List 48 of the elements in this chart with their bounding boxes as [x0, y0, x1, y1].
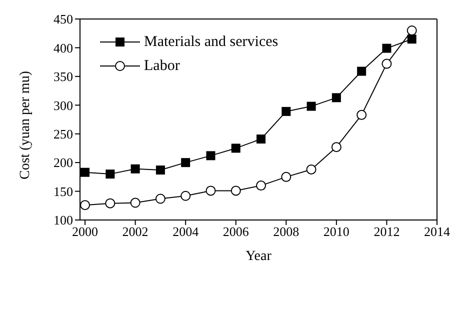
point: [331, 142, 342, 152]
y-axis-title: Cost (yuan per mu): [18, 70, 33, 180]
point: [406, 25, 417, 36]
point: [80, 200, 90, 210]
point: [156, 166, 165, 175]
y-tick-label: 200: [54, 155, 73, 170]
point: [206, 151, 216, 160]
point: [281, 172, 292, 182]
point: [230, 186, 241, 196]
x-tick-label: 2008: [273, 224, 300, 240]
x-tick-label: 2012: [374, 224, 400, 240]
point: [181, 158, 190, 168]
point: [231, 144, 240, 153]
point: [206, 186, 216, 196]
point: [382, 44, 392, 53]
point: [256, 180, 266, 191]
point: [130, 198, 140, 208]
y-tick-label: 450: [54, 12, 73, 27]
x-tick-label: 2000: [72, 224, 98, 240]
point: [105, 198, 116, 208]
point: [382, 58, 392, 69]
point: [180, 190, 191, 201]
x-tick-label: 2010: [323, 224, 350, 240]
y-tick-label: 150: [54, 184, 73, 199]
point: [106, 170, 115, 179]
y-tick-label: 400: [54, 40, 73, 56]
legend-label: Materials and services: [144, 34, 278, 50]
point: [357, 66, 366, 76]
x-tick-label: 2002: [122, 224, 148, 240]
y-tick-label: 350: [54, 69, 73, 84]
point: [306, 164, 316, 174]
point: [407, 34, 416, 44]
legend-label: Labor: [144, 58, 180, 74]
point: [155, 194, 166, 204]
y-tick-label: 100: [54, 212, 73, 228]
y-tick-label: 300: [54, 98, 73, 113]
point: [130, 164, 140, 174]
point: [306, 102, 316, 111]
point: [256, 134, 266, 144]
x-tick-label: 2014: [424, 224, 450, 240]
point: [282, 106, 291, 116]
x-tick-label: 2004: [172, 224, 200, 240]
point: [356, 110, 367, 120]
x-axis-title: Year: [246, 249, 272, 264]
point: [80, 168, 90, 177]
y-tick-label: 250: [54, 126, 73, 142]
point: [332, 93, 341, 102]
x-tick-label: 2006: [222, 224, 250, 240]
